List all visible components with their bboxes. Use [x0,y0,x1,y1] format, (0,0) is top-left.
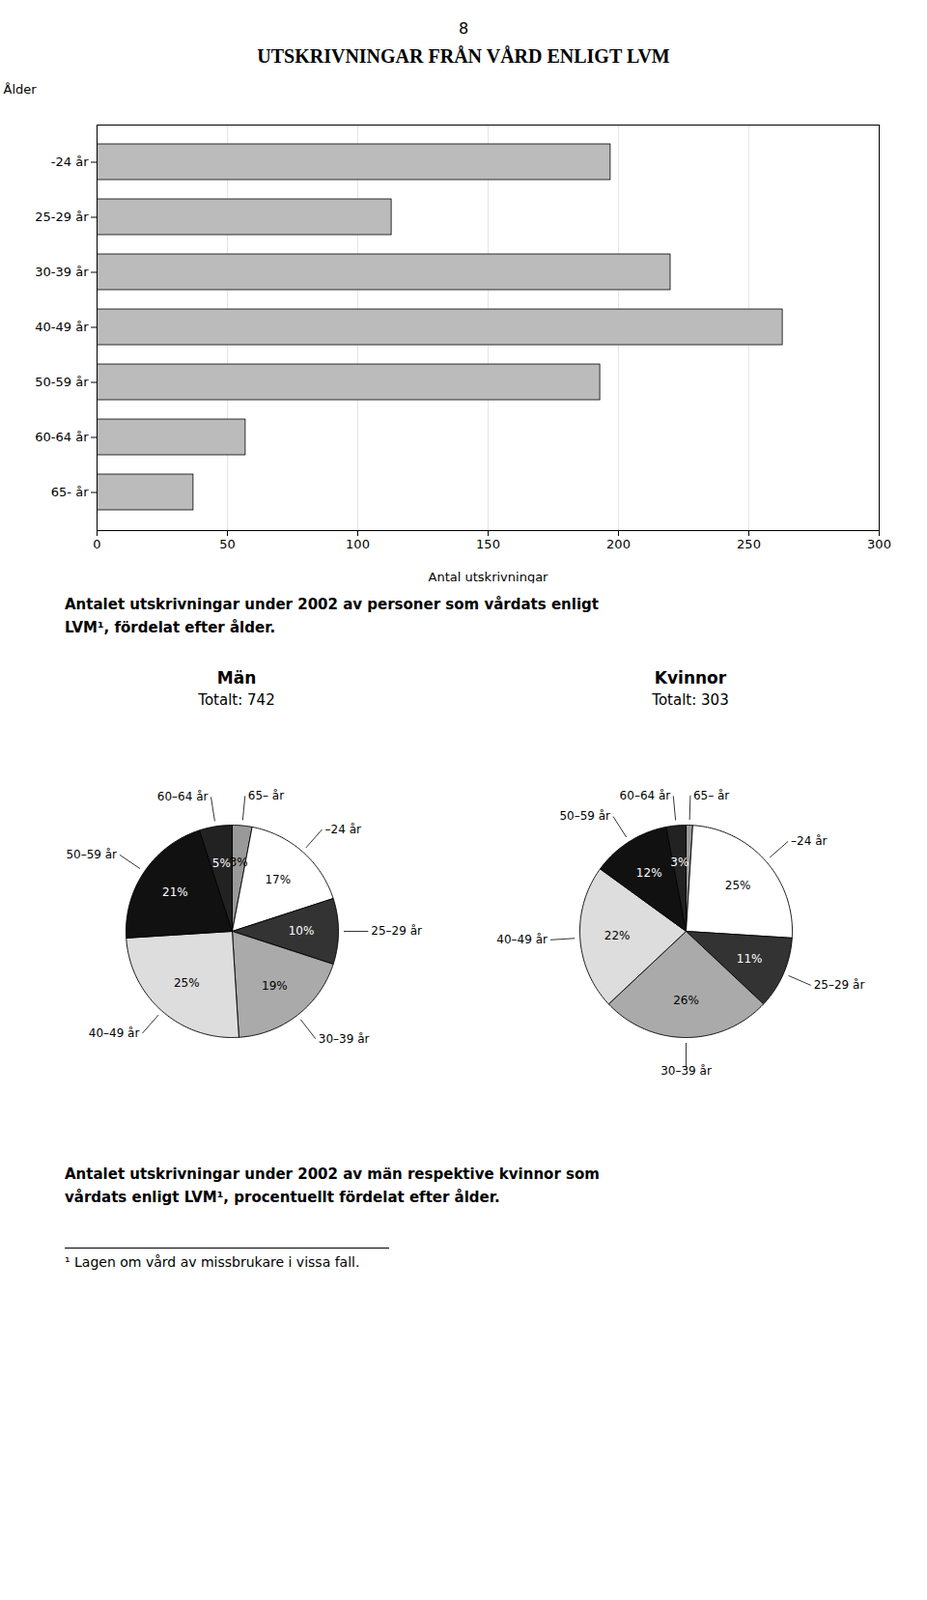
svg-text:5%: 5% [212,856,231,871]
svg-text:200: 200 [606,536,631,552]
svg-text:22%: 22% [604,928,631,943]
svg-text:300: 300 [867,536,892,552]
svg-text:25-29 år: 25-29 år [34,209,89,225]
svg-text:10%: 10% [288,924,315,938]
html-text:Antalet utskrivningar under 20: Antalet utskrivningar under 2002 av pers… [64,595,599,637]
svg-text:17%: 17% [264,872,291,887]
svg-text:40–49 år: 40–49 år [496,932,548,947]
svg-text:-24 år: -24 år [51,154,89,169]
svg-text:12%: 12% [636,866,663,880]
html-text:UTSKRIVNINGAR FRÅN VÅRD ENLIGT: UTSKRIVNINGAR FRÅN VÅRD ENLIGT LVM [257,45,670,67]
svg-text:30-39 år: 30-39 år [34,264,89,280]
svg-text:–24 år: –24 år [325,822,362,837]
svg-text:50: 50 [219,536,236,552]
svg-text:150: 150 [476,536,501,552]
svg-text:3%: 3% [229,855,249,870]
svg-text:–24 år: –24 år [790,834,827,848]
svg-text:40–49 år: 40–49 år [88,1026,141,1040]
svg-text:250: 250 [736,536,761,552]
svg-text:60–64 år: 60–64 år [157,789,209,804]
html-text:Kvinnor: Kvinnor [654,668,727,688]
html-text:Totalt: 303: Totalt: 303 [652,691,729,709]
svg-text:50-59 år: 50-59 år [34,374,89,390]
svg-text:0: 0 [92,536,101,552]
svg-text:26%: 26% [673,993,700,1008]
html-text:¹ Lagen om vård av missbrukare: ¹ Lagen om vård av missbrukare i vissa f… [64,1254,360,1270]
html-text:Totalt: 742: Totalt: 742 [198,691,275,709]
svg-text:60-64 år: 60-64 år [34,429,89,445]
svg-text:11%: 11% [736,952,763,966]
html-text:8: 8 [458,19,469,38]
svg-text:Ålder: Ålder [3,82,38,97]
html-text:Antalet utskrivningar under 20: Antalet utskrivningar under 2002 av män … [64,1165,600,1207]
svg-text:65– år: 65– år [248,788,284,803]
html-text:Män: Män [217,668,257,688]
svg-text:25%: 25% [725,878,752,893]
svg-text:3%: 3% [670,855,689,870]
svg-text:19%: 19% [261,979,288,993]
svg-text:Antal utskrivningar: Antal utskrivningar [428,569,550,585]
svg-text:65- år: 65- år [51,484,89,500]
svg-text:50–59 år: 50–59 år [65,847,117,862]
svg-text:30–39 år: 30–39 år [318,1032,370,1046]
svg-text:50–59 år: 50–59 år [559,809,611,823]
svg-text:30–39 år: 30–39 år [660,1064,712,1078]
svg-text:40-49 år: 40-49 år [34,319,89,335]
svg-text:100: 100 [345,536,370,552]
svg-text:25–29 år: 25–29 år [370,924,422,938]
svg-text:25–29 år: 25–29 år [814,978,866,992]
svg-text:21%: 21% [162,885,189,899]
svg-text:25%: 25% [173,976,200,990]
svg-text:60–64 år: 60–64 år [619,788,672,803]
svg-text:65– år: 65– år [693,788,730,803]
